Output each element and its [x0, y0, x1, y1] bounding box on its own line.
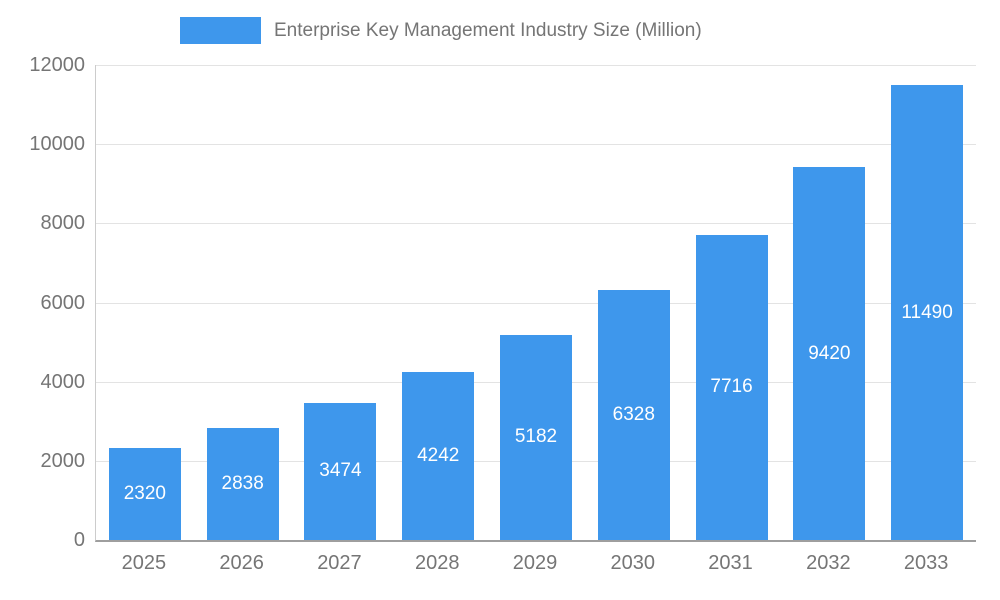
x-tick-label: 2030 [610, 552, 656, 574]
chart-legend: Enterprise Key Management Industry Size … [180, 17, 702, 44]
bar: 5182 [500, 334, 572, 540]
gridline [96, 65, 976, 66]
bar: 4242 [402, 372, 475, 540]
x-axis: 2025 2026 2027 2028 2029 2030 2031 2032 2033 [95, 552, 975, 584]
bar-value-label: 4242 [417, 445, 460, 467]
bar-value-label: 7716 [710, 376, 753, 398]
bar-value-label: 2838 [221, 472, 264, 494]
y-tick-label: 8000 [40, 212, 86, 235]
bar: 9420 [793, 167, 866, 540]
y-tick-label: 12000 [29, 54, 85, 76]
x-tick-label: 2028 [414, 552, 460, 574]
gridline [96, 302, 976, 304]
x-tick-label: 2025 [121, 552, 167, 574]
bar-value-label: 9420 [808, 342, 851, 364]
y-tick-label: 10000 [29, 133, 85, 156]
x-tick-label: 2029 [512, 552, 558, 574]
bar: 2838 [206, 427, 279, 540]
y-tick-label: 4000 [40, 370, 86, 393]
x-tick-label: 2026 [219, 552, 264, 574]
x-tick-label: 2031 [708, 552, 753, 574]
bar-value-label: 5182 [514, 426, 558, 448]
gridline [96, 144, 976, 146]
y-tick-label: 0 [73, 529, 85, 551]
x-tick-label: 2032 [806, 552, 851, 574]
bar: 11490 [891, 85, 964, 540]
x-tick-label: 2033 [903, 552, 949, 574]
y-tick-label: 2000 [40, 449, 86, 472]
bar-value-label: 3474 [319, 460, 362, 482]
bar-value-label: 2320 [123, 483, 167, 505]
x-tick-label: 2027 [317, 552, 362, 574]
legend-swatch [180, 17, 261, 44]
chart-title: Enterprise Key Management Industry Size … [274, 19, 702, 41]
y-tick-label: 6000 [40, 291, 86, 314]
bar: 7716 [695, 234, 768, 540]
bar-value-label: 6328 [612, 403, 655, 425]
bar: 3474 [304, 402, 377, 540]
plot-area: 2320 2838 3474 4242 5182 6328 7716 9420 11490 [95, 65, 976, 542]
bar-value-label: 11490 [901, 301, 953, 323]
bar: 2320 [108, 448, 181, 540]
gridline [96, 223, 976, 225]
y-axis: 0 2000 4000 6000 8000 10000 12000 [0, 54, 86, 551]
bar: 6328 [597, 289, 670, 540]
